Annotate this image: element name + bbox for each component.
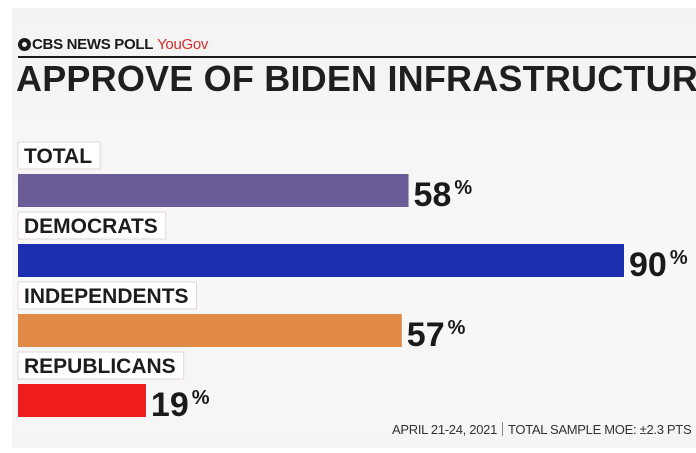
- category-label-total: TOTAL: [24, 145, 92, 168]
- header-rule: [18, 56, 696, 58]
- bar-democrats: [18, 244, 624, 277]
- category-label-republicans: REPUBLICANS: [24, 355, 176, 378]
- category-label-box-republicans: [17, 351, 185, 380]
- category-label-democrats: DEMOCRATS: [24, 215, 158, 238]
- brand-partner: YouGov: [157, 35, 209, 53]
- value-label-democrats: 90%: [629, 246, 688, 284]
- footer-divider: [502, 422, 503, 436]
- bar-total: [18, 174, 409, 207]
- brand-bar: CBS NEWS POLL YouGov: [18, 34, 208, 54]
- value-label-republicans: 19%: [151, 386, 210, 424]
- brand-outlet: CBS NEWS POLL: [32, 35, 154, 53]
- category-label-independents: INDEPENDENTS: [24, 285, 189, 308]
- cbs-eye-logo-icon: [18, 37, 31, 51]
- category-label-box-democrats: [17, 211, 167, 240]
- chart-title: APPROVE OF BIDEN INFRASTRUCTURE PLAN: [16, 58, 696, 99]
- category-label-box-independents: [17, 281, 198, 310]
- category-label-box-total: [17, 141, 101, 170]
- value-label-independents: 57%: [407, 316, 466, 354]
- chart-footer: APRIL 21-24, 2021 TOTAL SAMPLE MOE: ±2.3 …: [392, 422, 692, 437]
- poll-dates: APRIL 21-24, 2021: [392, 422, 497, 437]
- sample-moe: TOTAL SAMPLE MOE: ±2.3 PTS: [508, 422, 692, 437]
- bar-independents: [18, 314, 402, 347]
- chart-card: CBS NEWS POLL YouGov APPROVE OF BIDEN IN…: [12, 8, 696, 448]
- value-label-total: 58%: [414, 176, 473, 214]
- bar-chart: TOTAL 58 % DEMOCRATS 90 % INDEPENDENTS 57 % REPUB…: [17, 141, 688, 424]
- bar-republicans: [18, 384, 146, 417]
